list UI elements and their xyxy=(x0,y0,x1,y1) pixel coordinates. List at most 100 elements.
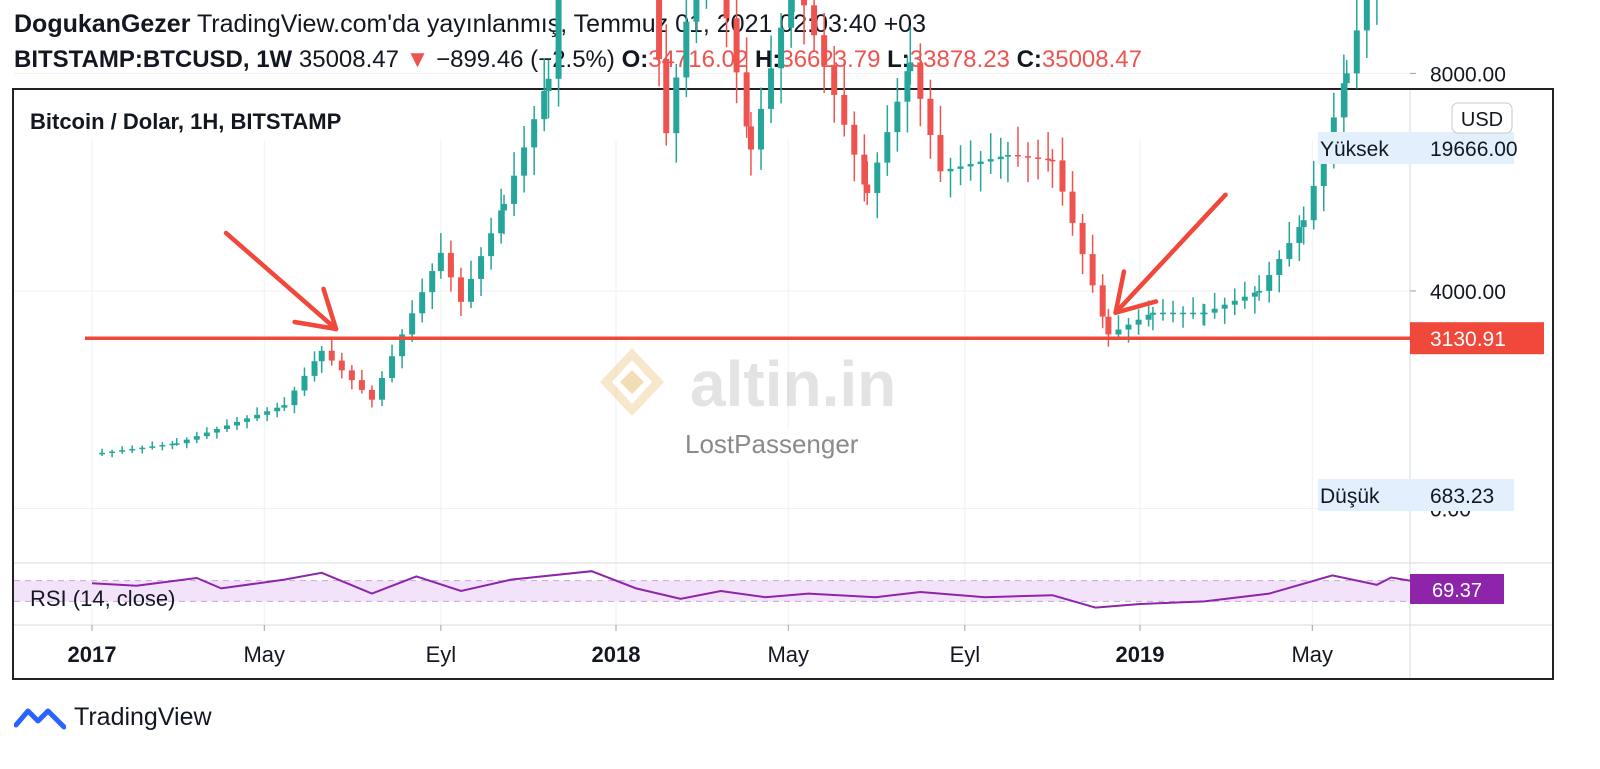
rsi-value-badge xyxy=(1410,574,1504,604)
candle-body xyxy=(545,78,552,91)
candle-body xyxy=(244,418,251,422)
candle-body xyxy=(831,65,838,95)
candle-body xyxy=(437,252,444,271)
price-change: −899.46 (−2.5%) xyxy=(436,46,615,73)
y-tick-label: 8000.00 xyxy=(1430,63,1506,86)
low-label: L: xyxy=(887,46,910,73)
candle-body xyxy=(1251,292,1258,297)
candle-body xyxy=(1105,316,1112,335)
candle-body xyxy=(768,68,775,109)
candle-body xyxy=(1159,312,1166,315)
candle-body xyxy=(447,252,454,278)
candle-body xyxy=(328,350,335,361)
candle-body xyxy=(957,166,964,169)
annotation-arrow xyxy=(223,230,339,332)
candle-body xyxy=(193,436,200,440)
rsi-band xyxy=(14,580,1410,602)
high-value: 36623.79 xyxy=(780,46,881,73)
candle-body xyxy=(358,380,365,390)
arrow-head xyxy=(1113,299,1159,315)
candle-body xyxy=(1201,312,1208,315)
symbol-label: BITSTAMP:BTCUSD, 1W xyxy=(14,46,293,73)
tradingview-brand[interactable]: TradingView xyxy=(14,703,212,732)
candle-body xyxy=(368,389,375,400)
price-tag-value: 683.23 xyxy=(1430,485,1494,508)
rsi-value: 69.37 xyxy=(1432,580,1482,602)
candle-body xyxy=(1180,312,1187,315)
candle-body xyxy=(937,135,944,172)
candle-body xyxy=(1059,160,1066,192)
candle-body xyxy=(1343,73,1350,84)
candle-body xyxy=(1125,324,1132,330)
candle-body xyxy=(338,360,345,371)
candle-body xyxy=(1266,274,1273,291)
price-tag-bg xyxy=(1410,322,1544,355)
close-value: 35008.47 xyxy=(1041,46,1142,73)
high-label: H: xyxy=(755,46,781,73)
candle-body xyxy=(139,447,146,450)
candle-body xyxy=(967,163,974,167)
arrow-head xyxy=(1113,269,1127,315)
x-tick-label: May xyxy=(243,642,285,667)
price-tag-value: 3130.91 xyxy=(1430,328,1506,351)
candle-body xyxy=(501,203,508,211)
arrow-head xyxy=(292,319,339,332)
x-tick-label: 2018 xyxy=(592,642,641,667)
candle-body xyxy=(884,132,891,163)
candle-body xyxy=(1241,296,1248,301)
candle-body xyxy=(874,162,881,194)
candle-body xyxy=(757,108,764,150)
candle-body xyxy=(801,0,808,6)
candle-body xyxy=(1089,254,1096,286)
candle-body xyxy=(281,405,288,408)
y-tick-label: 4000.00 xyxy=(1430,281,1506,304)
candle-body xyxy=(656,0,663,59)
candle-body xyxy=(419,292,426,314)
x-tick-label: 2017 xyxy=(68,642,117,667)
candle-body xyxy=(743,72,750,127)
candle-body xyxy=(183,439,190,444)
tradingview-logo-icon xyxy=(14,708,66,729)
candle-body xyxy=(274,407,281,412)
candle-body xyxy=(1145,314,1152,320)
candle-body xyxy=(821,35,828,66)
candle-body xyxy=(997,156,1004,160)
candle-body xyxy=(977,161,984,164)
rsi-panel: RSI (14, close) 69.37 xyxy=(14,570,1504,611)
candle-body xyxy=(1069,191,1076,223)
watermark-logo-text: altin.in xyxy=(690,348,896,420)
candle-body xyxy=(723,0,730,19)
chart-title: Bitcoin / Dolar, 1H, BITSTAMP xyxy=(30,109,341,134)
x-tick-label: Eyl xyxy=(950,642,981,667)
candle-body xyxy=(1340,83,1347,118)
candle-body xyxy=(203,432,210,437)
candle-body xyxy=(1286,243,1293,260)
candle-body xyxy=(1211,308,1218,313)
candle-body xyxy=(378,377,385,400)
watermark-user: LostPassenger xyxy=(685,429,859,459)
grid-lines xyxy=(14,72,1552,678)
down-arrow-icon: ▼ xyxy=(405,46,430,73)
candle-body xyxy=(468,278,475,302)
author-name[interactable]: DogukanGezer xyxy=(14,10,191,38)
candle-body xyxy=(788,0,795,28)
annotation-arrow xyxy=(1113,192,1228,315)
currency-label: USD xyxy=(1461,109,1503,131)
candle-body xyxy=(301,375,308,391)
candle-body xyxy=(318,350,325,362)
candle-body xyxy=(907,62,914,72)
candle-body xyxy=(429,270,436,293)
brand-label: TradingView xyxy=(74,703,212,731)
candle-body xyxy=(169,443,176,446)
candle-body xyxy=(233,421,240,426)
candle-body xyxy=(478,256,485,279)
candle-body xyxy=(521,147,528,176)
rsi-label: RSI (14, close) xyxy=(30,586,176,611)
candle-body xyxy=(1135,319,1142,325)
candle-body xyxy=(747,126,754,150)
last-price: 35008.47 xyxy=(298,46,399,73)
candle-body xyxy=(693,0,700,22)
candle-body xyxy=(409,313,416,335)
price-tag-name: Yüksek xyxy=(1320,138,1389,161)
